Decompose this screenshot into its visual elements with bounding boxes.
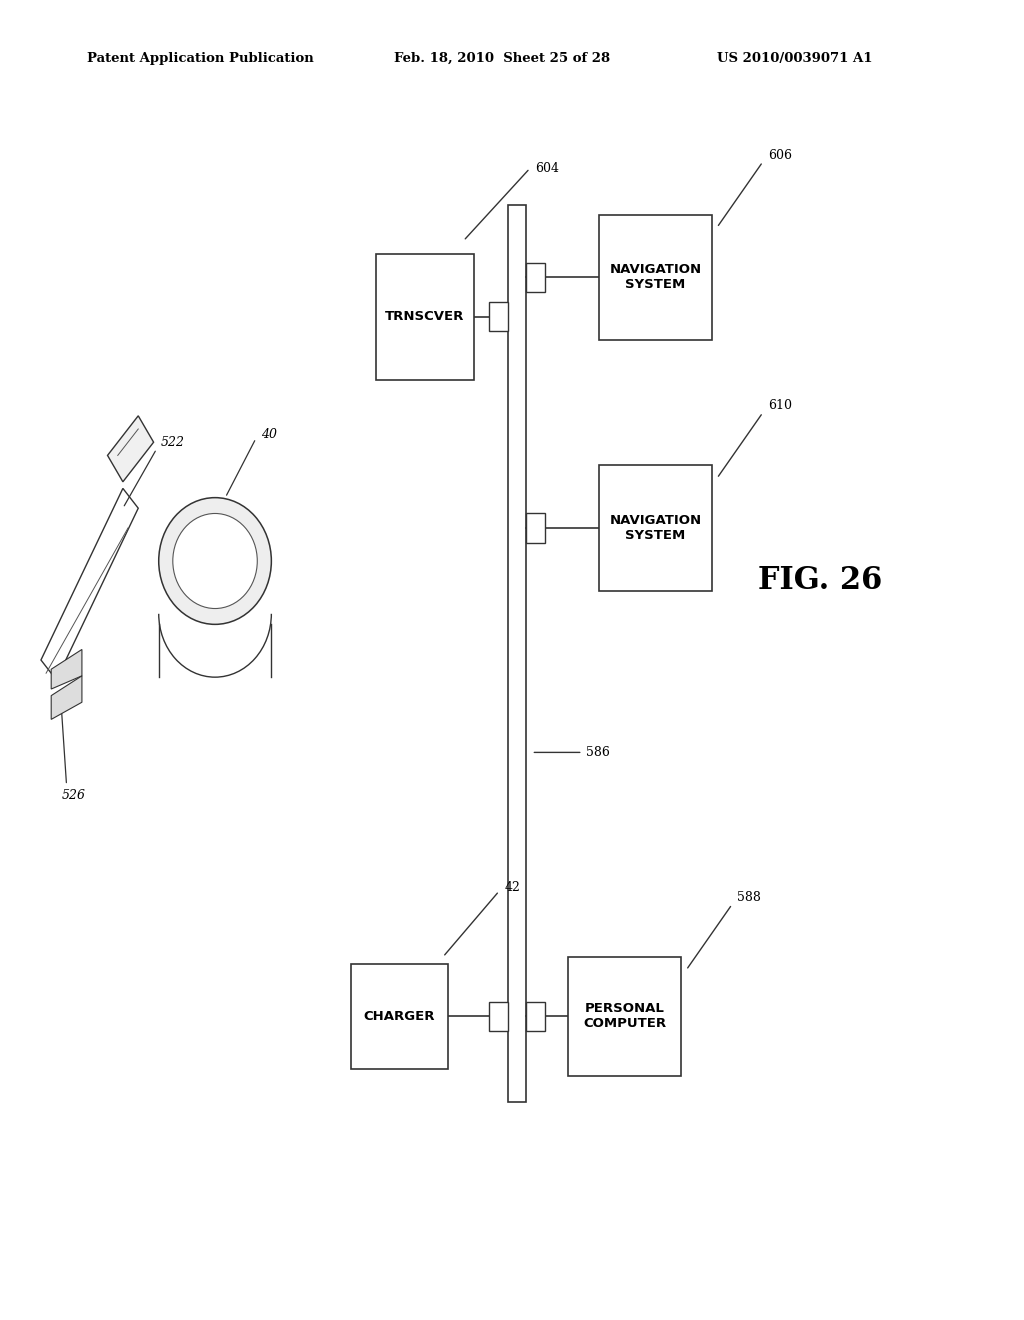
Text: US 2010/0039071 A1: US 2010/0039071 A1 (717, 51, 872, 65)
Bar (526, 513, 545, 543)
Polygon shape (108, 416, 154, 482)
Bar (489, 302, 508, 331)
Bar (508, 205, 526, 1102)
Text: 526: 526 (61, 789, 85, 803)
Polygon shape (51, 649, 82, 689)
Text: TRNSCVER: TRNSCVER (385, 310, 465, 323)
Text: 522: 522 (161, 436, 184, 449)
Ellipse shape (173, 513, 257, 609)
Text: 588: 588 (737, 891, 761, 904)
Polygon shape (41, 488, 138, 680)
Bar (489, 1002, 508, 1031)
Text: Feb. 18, 2010  Sheet 25 of 28: Feb. 18, 2010 Sheet 25 of 28 (394, 51, 610, 65)
Text: CHARGER: CHARGER (364, 1010, 435, 1023)
Text: Patent Application Publication: Patent Application Publication (87, 51, 313, 65)
Text: 586: 586 (586, 746, 609, 759)
Text: 42: 42 (504, 880, 520, 894)
Bar (526, 1002, 545, 1031)
FancyBboxPatch shape (568, 957, 681, 1076)
Text: FIG. 26: FIG. 26 (758, 565, 882, 597)
Text: 610: 610 (768, 400, 792, 412)
Bar (526, 263, 545, 292)
Text: 606: 606 (768, 149, 792, 161)
Text: NAVIGATION
SYSTEM: NAVIGATION SYSTEM (609, 513, 701, 543)
FancyBboxPatch shape (599, 466, 712, 591)
FancyBboxPatch shape (377, 253, 473, 380)
Text: PERSONAL
COMPUTER: PERSONAL COMPUTER (583, 1002, 667, 1031)
Text: NAVIGATION
SYSTEM: NAVIGATION SYSTEM (609, 263, 701, 292)
FancyBboxPatch shape (599, 214, 712, 339)
Polygon shape (51, 676, 82, 719)
Text: 40: 40 (261, 428, 278, 441)
FancyBboxPatch shape (350, 964, 449, 1069)
Ellipse shape (159, 498, 271, 624)
Text: 604: 604 (535, 162, 559, 174)
